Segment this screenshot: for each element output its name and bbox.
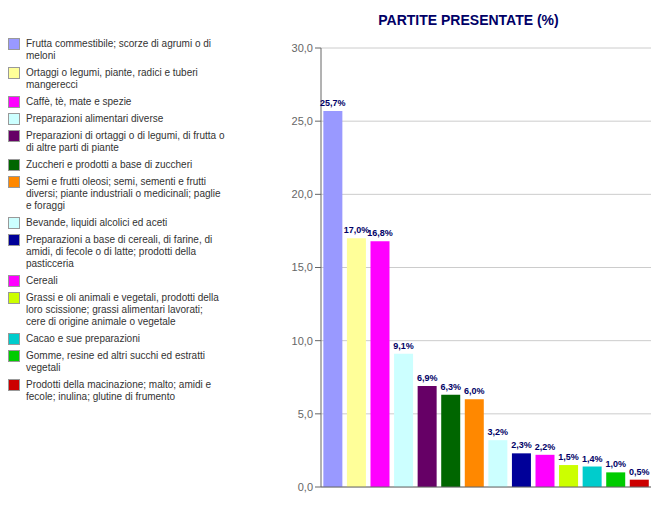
svg-text:0,0: 0,0: [298, 481, 313, 493]
svg-text:15,0: 15,0: [292, 261, 313, 273]
svg-text:20,0: 20,0: [292, 188, 313, 200]
svg-text:6,0%: 6,0%: [464, 386, 485, 396]
svg-text:2,2%: 2,2%: [535, 442, 556, 452]
svg-text:1,4%: 1,4%: [582, 454, 603, 464]
html-text:Ortaggi o legumi, piante, radi: Ortaggi o legumi, piante, radici e tuber…: [26, 67, 198, 90]
html-text:Prodotti della macinazione; ma: Prodotti della macinazione; malto; amidi…: [26, 379, 212, 402]
html-text:Cereali: Cereali: [26, 275, 58, 286]
svg-text:10,0: 10,0: [292, 335, 313, 347]
svg-text:25,7%: 25,7%: [320, 98, 346, 108]
svg-text:16,8%: 16,8%: [367, 228, 393, 238]
html-text:Preparazioni a base di cereali: Preparazioni a base di cereali, di farin…: [26, 234, 213, 269]
html-text:Grassi e oli animali e vegetal: Grassi e oli animali e vegetali, prodott…: [26, 292, 219, 327]
svg-text:25,0: 25,0: [292, 115, 313, 127]
html-text:Bevande, liquidi alcolici ed a: Bevande, liquidi alcolici ed aceti: [26, 217, 168, 228]
html-text:Semi e frutti oleosi; semi, se: Semi e frutti oleosi; semi, sementi e fr…: [26, 176, 221, 211]
svg-text:1,0%: 1,0%: [605, 459, 626, 469]
svg-text:17,0%: 17,0%: [344, 225, 370, 235]
svg-text:0,5%: 0,5%: [629, 467, 650, 477]
html-text:Gomme, resine ed altri succhi: Gomme, resine ed altri succhi ed estratt…: [26, 350, 205, 373]
svg-text:6,3%: 6,3%: [440, 382, 461, 392]
svg-text:9,1%: 9,1%: [393, 341, 414, 351]
svg-text:3,2%: 3,2%: [488, 427, 509, 437]
html-text:Zuccheri e prodotti a base di: Zuccheri e prodotti a base di zuccheri: [26, 159, 193, 170]
svg-text:2,3%: 2,3%: [511, 440, 532, 450]
svg-text:5,0: 5,0: [298, 408, 313, 420]
html-text:Caffè, tè, mate e spezie: Caffè, tè, mate e spezie: [26, 96, 132, 107]
html-text:Cacao e sue preparazioni: Cacao e sue preparazioni: [26, 333, 140, 344]
html-text:Frutta commestibile; scorze di: Frutta commestibile; scorze di agrumi o …: [26, 38, 212, 61]
html-text:Preparazioni di ortaggi o di l: Preparazioni di ortaggi o di legumi, di …: [26, 130, 225, 153]
html-text:Preparazioni alimentari divers: Preparazioni alimentari diverse: [26, 113, 164, 124]
svg-text:30,0: 30,0: [292, 42, 313, 54]
svg-text:6,9%: 6,9%: [417, 373, 438, 383]
html-text:PARTITE PRESENTATE (%): PARTITE PRESENTATE (%): [378, 12, 559, 28]
svg-text:1,5%: 1,5%: [558, 452, 579, 462]
